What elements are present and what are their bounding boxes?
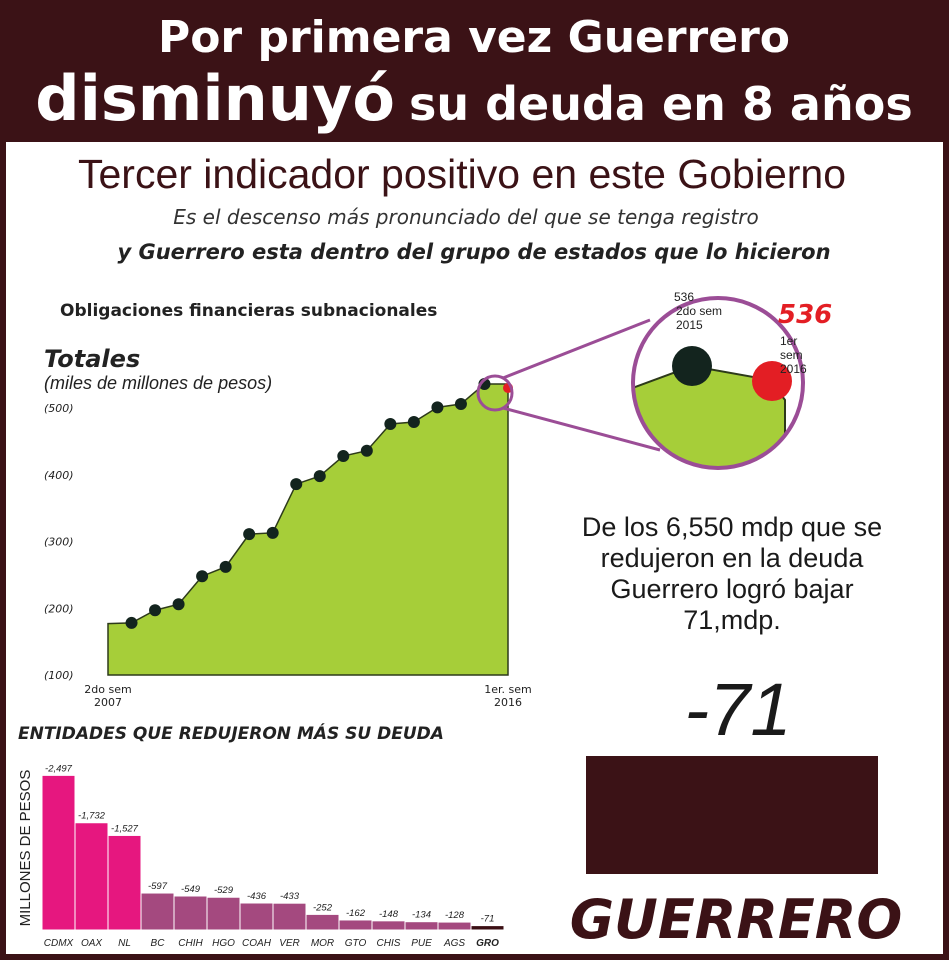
zoom-dot bbox=[672, 346, 712, 386]
point bbox=[266, 526, 279, 539]
bar-value-label: -2,497 bbox=[45, 763, 73, 774]
highlight-label: GUERRERO bbox=[570, 888, 903, 951]
x-tick-label: CDMX bbox=[44, 938, 74, 949]
y-tick-label: (500) bbox=[44, 402, 74, 415]
highlight-value: -71 bbox=[685, 668, 792, 751]
point bbox=[290, 478, 303, 491]
x-tick-label: AGS bbox=[443, 938, 465, 949]
point bbox=[125, 616, 138, 629]
point bbox=[243, 528, 256, 541]
x-tick-label: GRO bbox=[476, 938, 499, 949]
x-tick-label: VER bbox=[279, 938, 300, 949]
bar bbox=[173, 895, 208, 931]
point bbox=[384, 418, 397, 431]
title-rest: su deuda en 8 años bbox=[409, 77, 913, 131]
lead-1: Es el descenso más pronunciado del que s… bbox=[173, 205, 759, 229]
zoom-line bbox=[502, 318, 651, 380]
zoom-dot bbox=[752, 361, 792, 401]
bar bbox=[107, 834, 142, 931]
bar bbox=[74, 822, 109, 931]
bar bbox=[272, 902, 307, 931]
bar-value-label: -252 bbox=[313, 902, 333, 913]
point bbox=[313, 470, 326, 483]
bar bbox=[404, 921, 439, 931]
x-tick-label: GTO bbox=[345, 938, 367, 949]
note: De los 6,550 mdp que se redujeron en la … bbox=[581, 512, 883, 635]
highlight-block bbox=[586, 756, 878, 874]
bar bbox=[239, 902, 274, 931]
bar bbox=[371, 920, 406, 931]
x-tick-label: 2do sem 2007 bbox=[84, 683, 132, 709]
point bbox=[219, 560, 232, 573]
bar-value-label: -436 bbox=[247, 891, 267, 902]
point bbox=[407, 416, 420, 429]
point bbox=[196, 570, 209, 583]
y-axis-title: Totales bbox=[44, 345, 140, 373]
point bbox=[172, 598, 185, 611]
bar-y-axis-title: MILLONES DE PESOS bbox=[17, 770, 34, 927]
point bbox=[149, 604, 162, 617]
bar-value-label: -128 bbox=[445, 910, 465, 921]
y-tick-label: (100) bbox=[44, 669, 74, 682]
y-tick-label: (300) bbox=[44, 536, 74, 549]
title-strong: disminuyó bbox=[35, 62, 395, 135]
y-axis-note: (miles de millones de pesos) bbox=[44, 373, 272, 393]
bar-value-label: -134 bbox=[412, 910, 431, 921]
y-tick-label: (400) bbox=[44, 469, 74, 482]
point bbox=[431, 401, 444, 414]
bar bbox=[305, 913, 340, 931]
title-line2: disminuyó su deuda en 8 años bbox=[35, 62, 912, 135]
title-line1: Por primera vez Guerrero bbox=[158, 12, 790, 63]
zoom-label: 2do sem 2015 bbox=[676, 304, 723, 332]
point bbox=[454, 397, 467, 410]
x-tick-label: NL bbox=[118, 938, 131, 949]
bar bbox=[140, 892, 175, 931]
bar-value-label: -597 bbox=[148, 881, 168, 892]
x-tick-label: COAH bbox=[242, 938, 272, 949]
bar-value-label: -529 bbox=[214, 885, 234, 896]
x-tick-label: CHIH bbox=[178, 938, 203, 949]
bar-chart-title: ENTIDADES QUE REDUJERON MÁS SU DEUDA bbox=[18, 722, 444, 744]
x-tick-label: OAX bbox=[81, 938, 102, 949]
bar-value-label: -1,732 bbox=[78, 811, 106, 822]
zoom-value: 536 bbox=[674, 290, 695, 304]
zoom-source bbox=[476, 374, 514, 412]
x-tick-label: 1er. sem 2016 bbox=[484, 683, 532, 709]
zoom-ring bbox=[631, 296, 805, 470]
bar bbox=[470, 925, 505, 931]
x-tick-label: PUE bbox=[411, 938, 432, 949]
x-tick-label: MOR bbox=[311, 938, 334, 949]
point bbox=[337, 450, 350, 463]
bar-value-label: -549 bbox=[181, 884, 201, 895]
bar bbox=[41, 774, 76, 931]
point bbox=[360, 444, 373, 457]
bar-value-label: -433 bbox=[280, 891, 300, 902]
y-tick-label: (200) bbox=[44, 602, 74, 615]
chart-title: Obligaciones financieras subnacionales bbox=[60, 301, 437, 321]
zoom-label: 1er sem 2016 bbox=[780, 334, 807, 376]
bar bbox=[338, 919, 373, 931]
x-tick-label: BC bbox=[151, 938, 166, 949]
bar-value-label: -162 bbox=[346, 908, 366, 919]
bar-value-label: -1,527 bbox=[111, 823, 139, 834]
subtitle: Tercer indicador positivo en este Gobier… bbox=[78, 151, 846, 197]
lead-2: y Guerrero esta dentro del grupo de esta… bbox=[117, 240, 830, 264]
x-tick-label: CHIS bbox=[377, 938, 401, 949]
bar-value-label: -148 bbox=[379, 909, 399, 920]
bar bbox=[206, 896, 241, 931]
zoom-value: 536 bbox=[778, 300, 833, 330]
x-tick-label: HGO bbox=[212, 938, 235, 949]
bar bbox=[437, 921, 472, 931]
zoom-line bbox=[502, 406, 661, 452]
bar-value-label: -71 bbox=[481, 914, 495, 925]
